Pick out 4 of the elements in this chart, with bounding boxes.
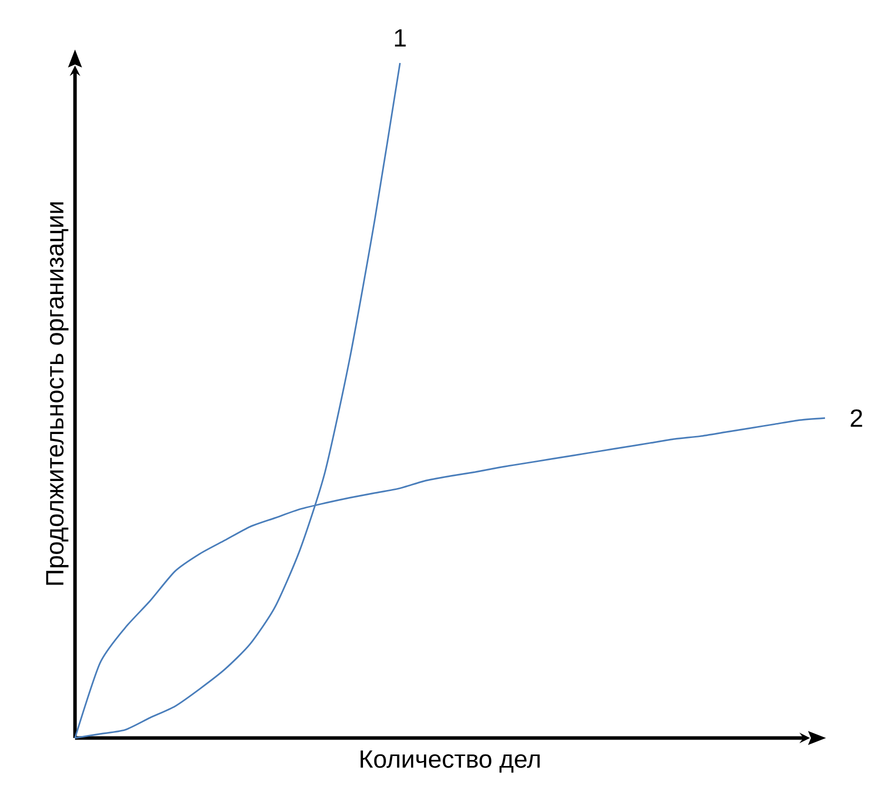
y-axis-title: Продолжительность организации bbox=[46, 202, 69, 585]
series-label: 2 bbox=[850, 409, 862, 427]
series-label: 1 bbox=[394, 29, 406, 46]
x-axis-title: Количество дел bbox=[360, 750, 540, 773]
